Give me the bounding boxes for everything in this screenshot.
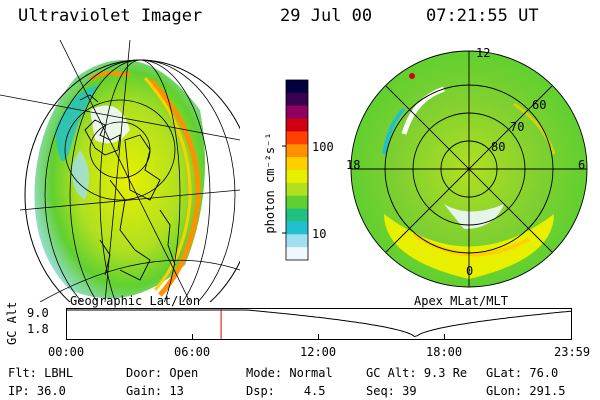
mlt-12: 12 (476, 46, 491, 60)
status-mode: Mode: Normal (246, 366, 333, 380)
altitude-ticks (66, 334, 572, 339)
colorbar-segment (286, 131, 308, 145)
colorbar-tick-10: 10 (312, 227, 327, 241)
xtick-1200: 12:00 (300, 345, 337, 359)
altitude-curve (66, 309, 572, 338)
status-ip: IP: 36.0 (8, 384, 66, 398)
colorbar-segment (286, 208, 308, 222)
apex-label: Apex MLat/MLT (414, 294, 508, 308)
coastlines (79, 94, 176, 281)
colorbar-tick-100: 100 (312, 140, 334, 154)
colorbar-segment (286, 92, 308, 107)
status-glon: GLon: 291.5 (486, 384, 566, 398)
geographic-label: Geographic Lat/Lon (70, 294, 201, 308)
time-label: 07:21:55 UT (426, 6, 539, 26)
colorbar-segment (286, 195, 308, 210)
colorbar-segment (286, 157, 308, 171)
colorbar-segment (286, 80, 308, 94)
colorbar-segment (286, 182, 308, 197)
status-glat: GLat: 76.0 (486, 366, 559, 380)
altitude-ymin: 1.8 (27, 322, 49, 336)
colorbar-segment (286, 144, 308, 158)
mlt-6: 6 (578, 158, 586, 172)
mlt-18: 18 (346, 158, 361, 172)
colorbar-segment (286, 234, 308, 248)
instrument-title: Ultraviolet Imager (18, 6, 203, 26)
geographic-image (0, 40, 240, 302)
status-seq: Seq: 39 (366, 384, 417, 398)
altitude-ylabel: GC Alt (5, 301, 19, 345)
mlat-80: 80 (491, 140, 506, 154)
status-gain: Gain: 13 (126, 384, 184, 398)
colorbar-segment (286, 247, 308, 261)
altitude-ymax: 9.0 (27, 306, 49, 320)
colorbar-segment (286, 105, 308, 120)
mlat-70: 70 (510, 120, 525, 134)
bright-pixel (409, 73, 415, 79)
colorbar-segment (286, 221, 308, 235)
status-door: Door: Open (126, 366, 199, 380)
xtick-1800: 18:00 (426, 345, 463, 359)
colorbar-unit: photon cm⁻²s⁻¹ (263, 132, 277, 234)
mlt-0: 0 (466, 264, 474, 278)
xtick-0000: 00:00 (48, 345, 85, 359)
colorbar (282, 79, 309, 261)
colorbar-segment (286, 118, 308, 132)
polar-image (350, 50, 588, 288)
status-dsp: Dsp: 4.5 (246, 384, 326, 398)
xtick-2359: 23:59 (554, 345, 591, 359)
aurora-arc (148, 78, 201, 297)
status-gc-alt: GC Alt: 9.3 Re (366, 366, 468, 380)
altitude-plot (66, 308, 572, 340)
xtick-0600: 06:00 (174, 345, 211, 359)
polar-grid (350, 50, 588, 288)
date-label: 29 Jul 00 (280, 6, 373, 26)
mlat-60: 60 (532, 98, 547, 112)
status-filter: Flt: LBHL (8, 366, 74, 380)
colorbar-segment (286, 170, 308, 184)
